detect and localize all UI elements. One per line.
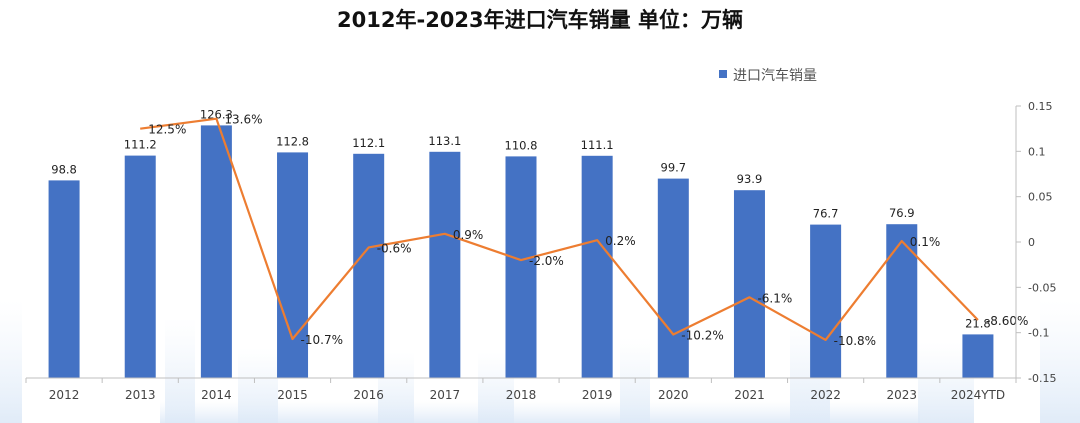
bar-2013 <box>124 155 156 378</box>
y2-axis: 0.15 0.1 0.05 0 -0.05 -0.1 -0.15 <box>1015 100 1056 385</box>
growth-label-2024YTD: -8.60% <box>986 314 1028 328</box>
x-tick-2024YTD: 2024YTD <box>951 388 1005 402</box>
bar-label-2020: 99.7 <box>661 161 687 175</box>
growth-label-2017: 0.9% <box>453 228 484 242</box>
growth-label-2022: -10.8% <box>834 334 876 348</box>
x-tick-2015: 2015 <box>277 388 308 402</box>
legend: 进口汽车销量 <box>719 67 817 84</box>
bar-label-2012: 98.8 <box>51 162 77 176</box>
legend-label: 进口汽车销量 <box>733 67 817 84</box>
x-tick-2018: 2018 <box>506 388 537 402</box>
bar-2020 <box>657 178 689 378</box>
bar-2016 <box>353 153 385 378</box>
x-tick-2019: 2019 <box>582 388 613 402</box>
growth-label-2014: 13.6% <box>224 113 262 127</box>
growth-label-2018: -2.0% <box>529 254 564 268</box>
bar-label-2022: 76.7 <box>813 207 839 221</box>
bar-2021 <box>733 190 765 378</box>
y2-tick-0.15: 0.15 <box>1028 100 1053 113</box>
x-tick-2020: 2020 <box>658 388 689 402</box>
bar-label-2018: 110.8 <box>505 138 538 152</box>
bar-2022 <box>810 224 842 378</box>
bar-label-2021: 93.9 <box>737 172 763 186</box>
growth-label-2013: 12.5% <box>148 123 186 137</box>
bar-label-2019: 111.1 <box>581 138 614 152</box>
x-tick-2021: 2021 <box>734 388 765 402</box>
y2-tick--0.15: -0.15 <box>1028 372 1056 385</box>
bar-2023 <box>886 224 918 378</box>
growth-labels: 12.5% 13.6% -10.7% -0.6% 0.9% -2.0% 0.2% -10.2%… <box>148 113 1028 348</box>
x-tick-2017: 2017 <box>430 388 461 402</box>
y2-tick-0: 0 <box>1028 236 1035 249</box>
legend-swatch <box>719 70 727 78</box>
growth-label-2019: 0.2% <box>605 234 636 248</box>
bar-label-2014: 126.3 <box>200 107 233 121</box>
y2-tick--0.05: -0.05 <box>1028 281 1056 294</box>
bar-2014 <box>200 125 232 379</box>
growth-label-2021: -6.1% <box>757 291 792 305</box>
x-tick-2013: 2013 <box>125 388 156 402</box>
growth-label-2015: -10.7% <box>301 333 343 347</box>
x-tick-2022: 2022 <box>810 388 841 402</box>
bar-2019 <box>581 155 613 378</box>
bar-label-2017: 113.1 <box>428 134 461 148</box>
y2-tick-0.05: 0.05 <box>1028 191 1053 204</box>
chart-title: 2012年-2023年进口汽车销量 单位：万辆 <box>337 8 743 32</box>
x-tick-2023: 2023 <box>886 388 917 402</box>
x-tick-2014: 2014 <box>201 388 232 402</box>
bar-label-2013: 111.2 <box>124 138 157 152</box>
bar-2015 <box>277 152 309 378</box>
background-skyline <box>0 300 1080 423</box>
bar-label-2023: 76.9 <box>889 206 915 220</box>
growth-line <box>140 117 979 341</box>
growth-line-series <box>140 117 979 341</box>
x-tick-2016: 2016 <box>353 388 384 402</box>
bar-2012 <box>48 180 80 378</box>
bar-2018 <box>505 156 537 378</box>
x-axis: 2012 2013 2014 2015 2016 2017 2018 2019 2020 2021… <box>25 377 1017 402</box>
y2-tick-0.1: 0.1 <box>1028 145 1046 158</box>
bar-label-2024YTD: 21.8 <box>965 316 991 330</box>
growth-label-2023: 0.1% <box>910 235 941 249</box>
bar-series <box>48 125 994 379</box>
bar-labels: 98.8 111.2 126.3 112.8 112.1 113.1 110.8 111.1 9… <box>51 107 990 330</box>
growth-label-2016: -0.6% <box>377 241 412 255</box>
bar-label-2016: 112.1 <box>352 136 385 150</box>
bar-2024YTD <box>962 334 994 378</box>
bar-2017 <box>429 151 461 378</box>
y2-tick--0.1: -0.1 <box>1028 327 1049 340</box>
x-tick-2012: 2012 <box>49 388 80 402</box>
growth-label-2020: -10.2% <box>681 328 723 342</box>
bar-label-2015: 112.8 <box>276 134 309 148</box>
